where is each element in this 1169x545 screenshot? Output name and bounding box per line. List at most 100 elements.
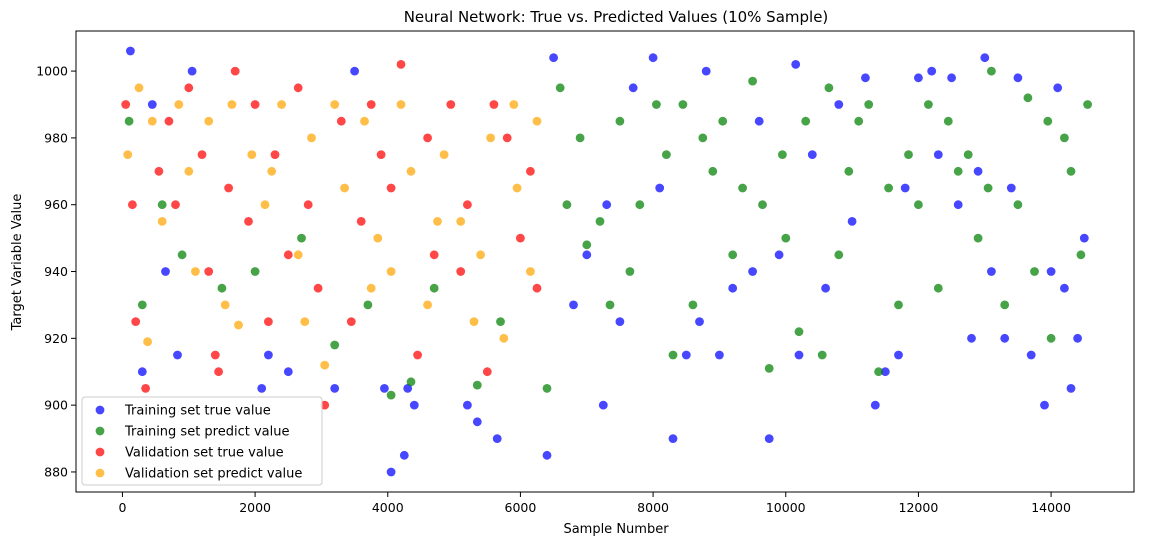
x-tick-label: 8000 (637, 500, 669, 515)
data-point (662, 150, 671, 160)
data-point (121, 100, 131, 109)
data-point (655, 183, 665, 193)
y-axis-ticks: 880 900 920 940 960 980 1000 (36, 64, 76, 479)
data-point (127, 200, 137, 210)
data-point (406, 377, 416, 387)
data-point (210, 350, 220, 360)
data-point (963, 150, 973, 160)
data-point (123, 150, 133, 160)
data-point (177, 250, 187, 260)
data-point (754, 116, 764, 126)
data-point (174, 100, 184, 109)
data-point (283, 367, 293, 377)
data-point (794, 350, 804, 360)
data-point (695, 317, 704, 326)
data-point (1060, 283, 1069, 293)
y-tick-label: 960 (44, 197, 68, 212)
data-point (147, 100, 157, 109)
data-point (834, 100, 844, 109)
data-point (874, 367, 883, 377)
data-point (943, 116, 953, 126)
data-point (924, 100, 933, 109)
data-point (499, 333, 509, 343)
data-point (386, 390, 396, 400)
data-point (247, 150, 257, 160)
data-point (715, 350, 724, 360)
data-point (366, 100, 376, 109)
data-point (413, 350, 422, 360)
data-point (681, 350, 691, 360)
data-point (801, 116, 811, 126)
data-point (953, 200, 963, 210)
data-point (293, 83, 303, 93)
data-point (396, 100, 406, 109)
data-point (834, 250, 844, 260)
data-point (764, 364, 774, 373)
data-point (173, 350, 182, 360)
legend-label: Training set true value (124, 404, 271, 419)
data-point (668, 350, 678, 360)
data-point (409, 400, 419, 410)
data-point (191, 267, 200, 276)
data-point (164, 116, 174, 126)
data-point (1030, 267, 1039, 276)
data-point (774, 250, 784, 260)
data-point (476, 250, 485, 260)
data-point (463, 400, 472, 410)
data-point (141, 384, 151, 393)
data-point (854, 116, 864, 126)
data-point (933, 283, 943, 293)
data-point (267, 166, 277, 176)
data-point (526, 166, 535, 176)
y-tick-label: 880 (44, 464, 68, 479)
data-point (366, 283, 376, 293)
data-point (1023, 93, 1033, 103)
data-point (234, 320, 243, 330)
data-point (320, 360, 330, 370)
data-point (214, 367, 224, 377)
data-point (217, 283, 227, 293)
data-point (884, 183, 893, 193)
data-point (748, 76, 757, 86)
data-point (575, 133, 585, 143)
data-point (1006, 183, 1016, 193)
data-point (983, 183, 993, 193)
data-point (386, 183, 396, 193)
data-point (847, 217, 857, 226)
y-tick-label: 940 (44, 264, 68, 279)
data-point (380, 384, 389, 393)
y-tick-label: 1000 (36, 64, 68, 79)
data-point (718, 116, 728, 126)
data-point (764, 434, 774, 443)
data-point (472, 417, 482, 427)
data-point (900, 183, 910, 193)
data-point (171, 200, 180, 210)
data-point (555, 83, 565, 93)
data-point (791, 60, 801, 69)
data-point (698, 133, 708, 143)
data-point (1066, 166, 1076, 176)
data-point (1076, 250, 1086, 260)
data-point (227, 100, 237, 109)
data-point (595, 217, 605, 226)
data-point (313, 283, 323, 293)
legend-marker (95, 468, 105, 478)
data-point (1040, 400, 1049, 410)
data-point (406, 166, 416, 176)
data-point (532, 283, 542, 293)
data-point (794, 327, 804, 337)
data-point (154, 166, 164, 176)
data-point (204, 116, 214, 126)
data-point (303, 200, 313, 210)
data-point (161, 267, 170, 276)
data-point (728, 250, 738, 260)
data-point (880, 367, 890, 377)
data-point (894, 350, 903, 360)
data-point (429, 283, 439, 293)
x-tick-label: 0 (118, 500, 126, 515)
data-point (270, 150, 280, 160)
data-point (125, 46, 135, 56)
data-point (250, 100, 260, 109)
data-point (197, 150, 207, 160)
